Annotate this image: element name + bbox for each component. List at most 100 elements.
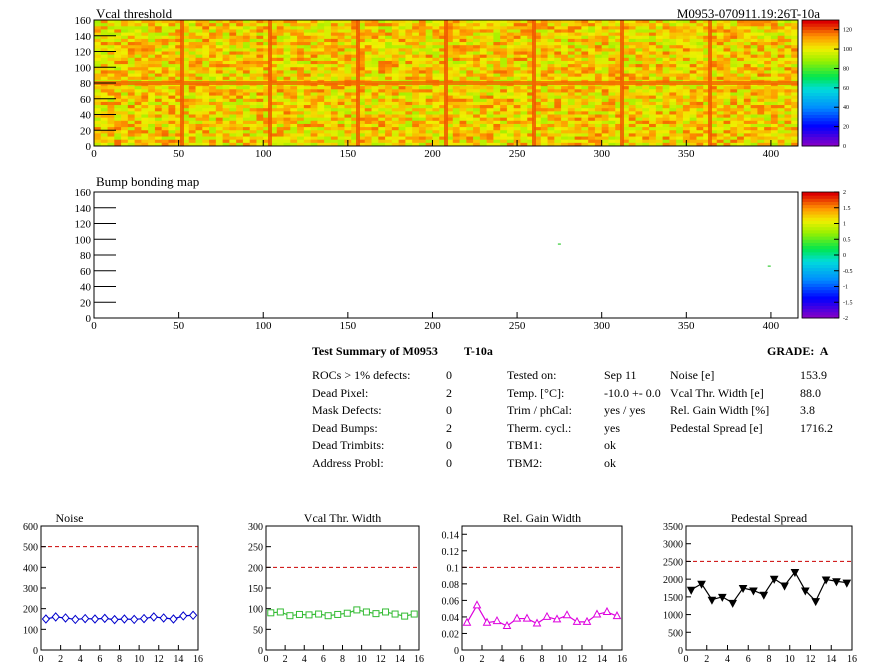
vcal-cell	[486, 35, 494, 40]
vcal-cell	[635, 26, 643, 30]
vcal-cell	[466, 76, 474, 81]
vcal-cell	[385, 120, 393, 125]
vcal-cell	[249, 136, 257, 141]
vcal-cell	[615, 23, 623, 27]
vcal-cell	[249, 51, 257, 56]
vcal-cell	[743, 133, 752, 138]
color-scale-cell	[802, 57, 839, 62]
vcal-cell	[209, 45, 217, 49]
vcal-cell	[276, 76, 285, 81]
color-scale-cell	[802, 64, 839, 68]
vcal-cell	[615, 32, 623, 37]
vcal-cell	[703, 136, 711, 141]
vcal-cell	[398, 76, 406, 81]
vcal-cell	[148, 101, 156, 106]
vcal-cell	[594, 105, 603, 109]
vcal-cell	[534, 64, 542, 68]
vcal-cell	[398, 45, 406, 49]
vcal-cell	[168, 111, 176, 115]
vcal-cell	[696, 108, 704, 112]
vcal-cell	[473, 57, 481, 62]
vcal-cell	[588, 29, 596, 34]
vcal-cell	[446, 136, 454, 141]
vcal-cell	[242, 105, 251, 109]
vcal-cell	[696, 111, 704, 115]
vcal-cell	[784, 98, 792, 103]
vcal-cell	[405, 70, 413, 75]
vcal-cell	[256, 111, 264, 115]
vcal-cell	[723, 86, 731, 90]
vcal-cell	[202, 67, 210, 71]
vcal-cell	[601, 139, 609, 144]
vcal-cell	[270, 114, 278, 119]
vcal-cell	[594, 117, 603, 122]
vcal-cell	[784, 95, 792, 100]
vcal-cell	[297, 26, 305, 30]
vcal-cell	[642, 73, 650, 78]
vcal-cell	[635, 29, 643, 34]
vcal-cell	[574, 73, 582, 78]
vcal-cell	[114, 54, 122, 59]
vcal-cell	[107, 20, 115, 24]
vcal-cell	[459, 42, 467, 46]
vcal-cell	[730, 117, 738, 122]
vcal-cell	[615, 54, 623, 59]
vcal-cell	[581, 123, 589, 128]
vcal-cell	[249, 139, 257, 144]
vcal-cell	[473, 60, 481, 65]
vcal-cell	[676, 95, 684, 100]
vcal-cell	[256, 70, 264, 75]
vcal-cell	[581, 60, 589, 65]
vcal-cell	[439, 64, 447, 68]
vcal-cell	[750, 54, 758, 59]
vcal-cell	[642, 105, 650, 109]
vcal-cell	[520, 117, 528, 122]
vcal-cell	[412, 67, 420, 71]
vcal-cell	[175, 108, 183, 112]
summary-row-value: yes / yes	[604, 403, 646, 417]
vcal-cell	[554, 45, 562, 49]
vcal-cell	[649, 57, 657, 62]
color-scale-cell	[802, 92, 839, 97]
vcal-cell	[121, 139, 129, 144]
vcal-cell	[182, 73, 190, 78]
vcal-cell	[100, 26, 109, 30]
data-point	[562, 610, 572, 619]
vcal-cell	[242, 117, 251, 122]
vcal-cell	[601, 73, 609, 78]
y-tick-label: 0	[86, 141, 92, 153]
color-scale-cell	[802, 236, 839, 240]
vcal-cell	[432, 32, 440, 37]
vcal-cell	[710, 45, 718, 49]
vcal-cell	[107, 89, 115, 93]
vcal-cell	[358, 23, 366, 27]
vcal-cell	[628, 60, 637, 65]
vcal-cell	[547, 42, 555, 46]
vcal-cell	[425, 92, 433, 97]
vcal-cell	[500, 57, 508, 62]
vcal-cell	[127, 139, 136, 144]
z-tick-label: 120	[843, 28, 852, 34]
vcal-cell	[682, 67, 691, 71]
vcal-cell	[100, 108, 109, 112]
vcal-cell	[107, 32, 115, 37]
vcal-cell	[615, 42, 623, 46]
vcal-cell	[297, 92, 305, 97]
vcal-cell	[209, 26, 217, 30]
vcal-cell	[574, 95, 582, 100]
vcal-cell	[310, 29, 318, 34]
vcal-cell	[777, 117, 785, 122]
vcal-cell	[588, 130, 596, 134]
vcal-cell	[127, 92, 136, 97]
y-tick-label: 60	[80, 266, 92, 278]
vcal-cell	[229, 139, 237, 144]
vcal-cell	[290, 108, 298, 112]
vcal-cell	[371, 42, 379, 46]
vcal-cell	[161, 108, 169, 112]
color-scale-cell	[802, 20, 839, 24]
vcal-cell	[175, 130, 183, 134]
data-point	[769, 575, 779, 584]
vcal-cell	[689, 51, 697, 56]
vcal-cell	[148, 73, 156, 78]
vcal-cell	[297, 139, 305, 144]
